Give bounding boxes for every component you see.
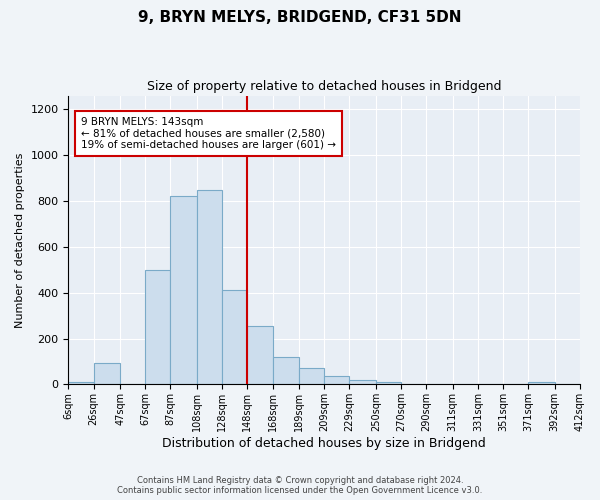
Bar <box>247 326 272 384</box>
Bar <box>197 190 222 384</box>
X-axis label: Distribution of detached houses by size in Bridgend: Distribution of detached houses by size … <box>163 437 486 450</box>
Bar <box>68 382 94 384</box>
Text: Contains HM Land Registry data © Crown copyright and database right 2024.
Contai: Contains HM Land Registry data © Crown c… <box>118 476 482 495</box>
Bar <box>222 290 247 384</box>
Bar <box>94 362 120 384</box>
Y-axis label: Number of detached properties: Number of detached properties <box>15 152 25 328</box>
Bar <box>272 357 299 384</box>
Bar <box>145 270 170 384</box>
Bar <box>529 382 555 384</box>
Text: 9 BRYN MELYS: 143sqm
← 81% of detached houses are smaller (2,580)
19% of semi-de: 9 BRYN MELYS: 143sqm ← 81% of detached h… <box>81 117 336 150</box>
Bar <box>170 196 197 384</box>
Title: Size of property relative to detached houses in Bridgend: Size of property relative to detached ho… <box>147 80 502 93</box>
Text: 9, BRYN MELYS, BRIDGEND, CF31 5DN: 9, BRYN MELYS, BRIDGEND, CF31 5DN <box>138 10 462 25</box>
Bar <box>324 376 349 384</box>
Bar <box>376 382 401 384</box>
Bar <box>349 380 376 384</box>
Bar <box>299 368 324 384</box>
